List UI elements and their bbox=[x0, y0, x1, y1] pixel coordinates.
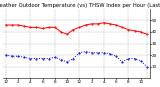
Title: Milwaukee Weather Outdoor Temperature (vs) THSW Index per Hour (Last 24 Hours): Milwaukee Weather Outdoor Temperature (v… bbox=[0, 3, 160, 8]
